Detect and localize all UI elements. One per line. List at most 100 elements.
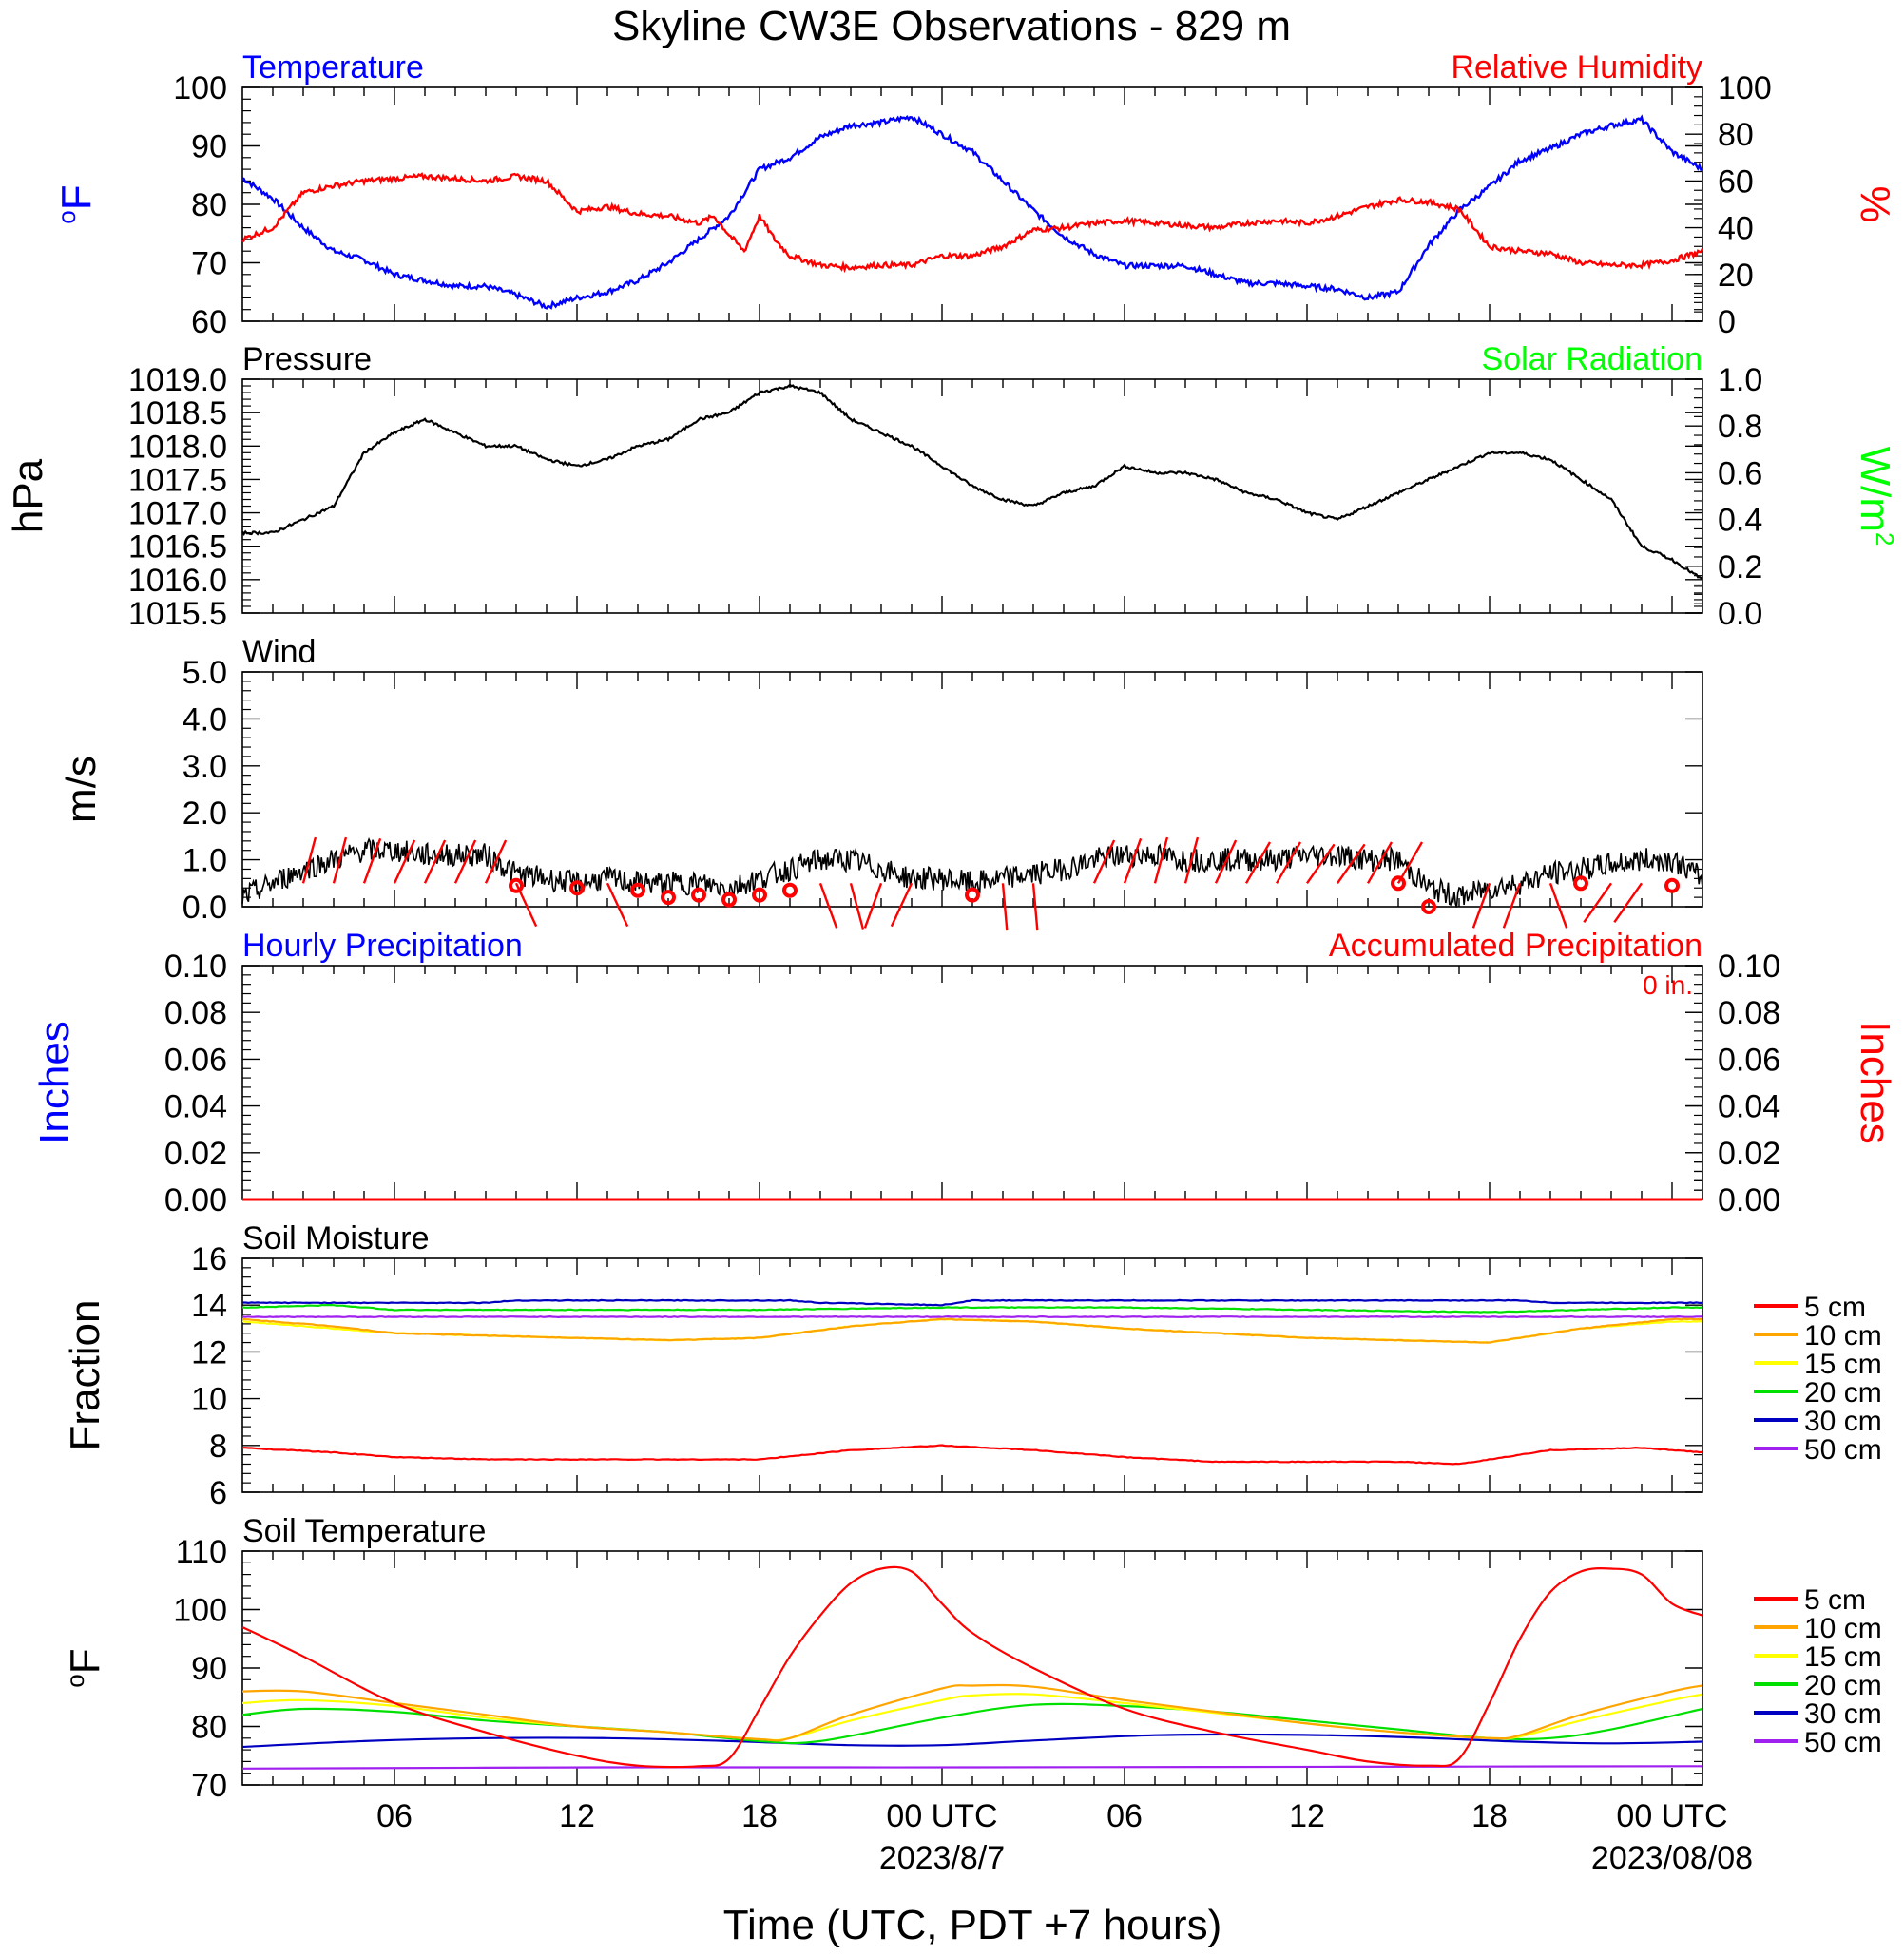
y-tick-label: 1017.5 (128, 462, 227, 498)
legend-label: 15 cm (1804, 1349, 1882, 1380)
x-axis-label: Time (UTC, PDT +7 hours) (723, 1902, 1221, 1948)
soil-line-5cm (242, 1444, 1703, 1466)
soil-line-15cm (241, 1317, 1703, 1344)
y-tick-label: 60 (191, 304, 227, 340)
legend-label: 20 cm (1804, 1377, 1882, 1409)
y-tick-label-right: 40 (1718, 211, 1754, 247)
panel-frame-4 (241, 1257, 1703, 1493)
panel-temperature-humidity: 60 70 80 90 100 0 20 40 60 80 100 Temperature Relati… (52, 49, 1898, 340)
solar-title: Solar Radiation (1482, 341, 1702, 377)
calm-marker (661, 890, 676, 906)
panel-precipitation: 0.00 0.02 0.04 0.06 0.08 0.10 0.00 0.02 0.04 0.06… (31, 928, 1898, 1218)
y-tick-label-right: 100 (1718, 70, 1772, 106)
y-tick-label: 1018.0 (128, 429, 227, 465)
calm-marker (1664, 877, 1680, 893)
y-tick-label: 4.0 (183, 701, 227, 738)
x-date-label: 2023/8/7 (879, 1840, 1005, 1876)
soil-line-10cm (241, 1317, 1702, 1344)
chart-title: Skyline CW3E Observations - 829 m (612, 3, 1291, 49)
y-tick-label: 5.0 (183, 655, 227, 691)
legend-label: 20 cm (1804, 1670, 1882, 1701)
legend-label: 15 cm (1804, 1641, 1882, 1673)
calm-marker (721, 892, 737, 908)
humidity-axis-label: % (1852, 185, 1898, 222)
x-tick-label: 12 (559, 1798, 595, 1834)
wind-barb (1183, 836, 1200, 884)
calm-marker (509, 877, 524, 893)
y-tick-label: 1015.5 (128, 596, 227, 632)
soil-line-50cm (241, 1765, 1703, 1770)
panel-frame-3 (241, 965, 1703, 1200)
y-tick-label-right: 0.0 (1718, 596, 1762, 632)
legend-label: 5 cm (1804, 1584, 1866, 1616)
wind-barb (1092, 839, 1116, 884)
y-tick-label-right: 0.04 (1718, 1089, 1780, 1125)
panel-pressure: 1015.51016.01016.51017.01017.51018.01018… (5, 341, 1899, 632)
accum-precip-title: Accumulated Precipitation (1329, 928, 1702, 964)
legend-label: 10 cm (1804, 1613, 1882, 1644)
y-tick-label: 3.0 (183, 749, 227, 785)
wind-barb (393, 839, 416, 884)
wind-line (241, 837, 1703, 908)
soil-line-20cm (241, 1303, 1703, 1314)
soil-line-30cm (241, 1733, 1703, 1749)
temperature-title: Temperature (242, 49, 424, 86)
legend-label: 10 cm (1804, 1320, 1882, 1352)
pressure-line (241, 383, 1703, 580)
humidity-title: Relative Humidity (1451, 49, 1702, 86)
calm-marker (691, 887, 706, 903)
soil-line-5cm (241, 1565, 1703, 1769)
wind-barb (1502, 882, 1522, 929)
wind-barb (332, 836, 348, 884)
legend-label: 50 cm (1804, 1727, 1882, 1758)
legend-label: 5 cm (1804, 1292, 1866, 1323)
wind-barb (1337, 843, 1366, 884)
y-tick-label: 1016.5 (128, 529, 227, 566)
y-tick-label: 70 (191, 246, 227, 282)
calm-marker (965, 887, 980, 903)
y-tick-label: 90 (191, 129, 227, 165)
wind-barb (1123, 837, 1143, 884)
wind-barb (818, 882, 838, 929)
y-tick-label-right: 0.6 (1718, 455, 1762, 491)
y-tick-label-right: 20 (1718, 258, 1754, 294)
y-tick-label: 0.08 (164, 995, 227, 1031)
x-tick-label: 18 (741, 1798, 778, 1834)
y-tick-label: 100 (173, 70, 227, 106)
wind-barb (1471, 882, 1491, 929)
y-tick-label: 80 (191, 187, 227, 223)
calm-marker (1573, 875, 1588, 892)
wind-title: Wind (242, 634, 316, 670)
soil-moisture-axis-label: Fraction (62, 1300, 108, 1451)
accum-precip-total: 0 in. (1643, 970, 1693, 1000)
wind-barb (606, 882, 629, 928)
y-tick-label-right: 0.08 (1718, 995, 1780, 1031)
y-tick-label-right: 80 (1718, 117, 1754, 153)
y-tick-label-right: 0.02 (1718, 1136, 1780, 1172)
wind-barb (423, 839, 447, 884)
y-tick-label: 1016.0 (128, 563, 227, 599)
panel-frame-1 (241, 378, 1703, 614)
y-tick-label: 0.06 (164, 1042, 227, 1078)
wind-barb (1001, 883, 1009, 931)
precip-axis-label-left: Inches (31, 1021, 78, 1144)
wind-barb (849, 882, 865, 930)
wind-barb (1214, 839, 1238, 884)
calm-marker (569, 880, 585, 896)
x-tick-label: 00 UTC (886, 1798, 997, 1834)
y-tick-label: 100 (173, 1593, 227, 1629)
soil-line-50cm (241, 1314, 1703, 1319)
wind-barb (1548, 882, 1568, 929)
y-tick-label-right: 0.06 (1718, 1042, 1780, 1078)
y-tick-label: 80 (191, 1710, 227, 1746)
wind-barb (484, 839, 508, 884)
y-tick-label: 0.04 (164, 1089, 227, 1125)
y-tick-label-right: 0 (1718, 304, 1736, 340)
soil-moisture-title: Soil Moisture (242, 1220, 430, 1256)
legend-label: 50 cm (1804, 1434, 1882, 1466)
y-tick-label-right: 1.0 (1718, 362, 1762, 398)
